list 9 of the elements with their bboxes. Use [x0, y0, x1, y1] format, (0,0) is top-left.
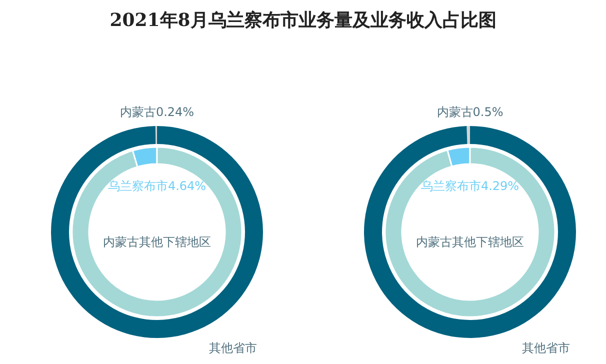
text: 2021年8月乌兰察布市业务量及业务收入占比图	[108, 9, 498, 32]
slice-label: 其他省市	[209, 341, 257, 355]
slice-label: 内蒙古0.24%	[120, 105, 194, 119]
slice-label: 内蒙古0.5%	[436, 105, 504, 119]
slice-label: 乌兰察布市4.29%	[420, 179, 520, 193]
slice-label: 其他省市	[522, 341, 570, 355]
slice-label: 乌兰察布市4.64%	[108, 179, 206, 193]
slice-label: 内蒙古其他下辖地区	[416, 235, 524, 249]
slice-label: 内蒙古其他下辖地区	[103, 235, 211, 249]
